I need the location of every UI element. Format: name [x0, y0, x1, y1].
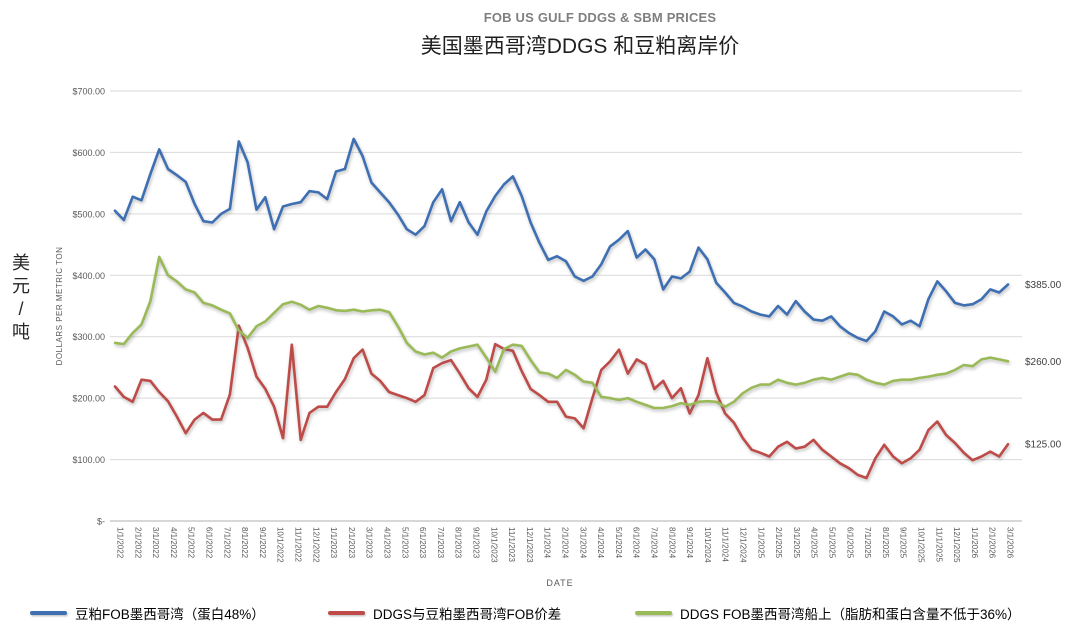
x-axis-tick-label: 6/1/2025 [845, 527, 854, 559]
x-axis-tick-label: 7/1/2024 [650, 527, 659, 559]
x-axis-tick-label: 3/1/2025 [792, 527, 801, 559]
x-axis-tick-label: 1/1/2025 [756, 527, 765, 559]
x-axis-tick-label: 4/1/2022 [169, 527, 178, 559]
x-axis-tick-label: 2/1/2024 [561, 527, 570, 559]
x-axis-tick-label: 11/1/2023 [507, 527, 516, 563]
x-axis-tick-label: 3/1/2026 [1006, 527, 1015, 559]
x-axis-tick-label: 11/1/2022 [294, 527, 303, 563]
y-axis-unit-cn: 美元 / 吨 [8, 252, 34, 344]
x-axis-tick-label: 5/1/2023 [400, 527, 409, 559]
x-axis-tick-label: 9/1/2025 [899, 527, 908, 559]
x-axis-tick-label: 8/1/2024 [667, 527, 676, 559]
y-axis-unit-char: 美 [12, 253, 30, 273]
x-axis-tick-label: 9/1/2023 [472, 527, 481, 559]
legend-label-spread: DDGS与豆粕墨西哥湾FOB价差 [373, 607, 562, 622]
x-axis-tick-label: 2/1/2026 [988, 527, 997, 559]
x-axis-tick-label: 5/1/2024 [614, 527, 623, 559]
end-value-label-spread: $125.00 [1025, 440, 1062, 451]
chart-title-en: FOB US GULF DDGS & SBM PRICES [483, 10, 717, 25]
x-axis-tick-label: 12/1/2025 [952, 527, 961, 563]
x-axis-tick-label: 8/1/2022 [240, 527, 249, 559]
x-axis-tick-label: 3/1/2024 [578, 527, 587, 559]
y-axis-tick-label: $- [97, 517, 105, 527]
legend-swatch-sbm-line [30, 610, 67, 616]
y-axis-unit-char: 吨 [12, 322, 30, 342]
x-axis-tick-label: 2/1/2023 [347, 527, 356, 559]
y-axis-tick-label: $700.00 [72, 87, 105, 97]
legend-item-spread: DDGS与豆粕墨西哥湾FOB价差 [328, 602, 561, 624]
x-axis-tick-label: 12/1/2023 [525, 527, 534, 563]
x-axis-tick-label: 1/1/2026 [970, 527, 979, 559]
x-axis-tick-label: 12/1/2022 [311, 527, 320, 563]
legend-swatch-spread-line [328, 610, 365, 616]
legend-item-ddgs: DDGS FOB墨西哥湾船上（脂肪和蛋白含量不低于36%） [635, 602, 1021, 624]
end-value-label-ddgs: $260.00 [1025, 357, 1062, 368]
y-axis-unit-char: / [18, 299, 24, 319]
chart-legend: 豆粕FOB墨西哥湾（蛋白48%） DDGS与豆粕墨西哥湾FOB价差 DDGS F… [0, 600, 1080, 626]
x-axis-tick-label: 11/1/2024 [721, 527, 730, 563]
x-axis-tick-label: 2/1/2022 [133, 527, 142, 559]
y-axis-title: DOLLARS PER METRIC TON [55, 247, 64, 366]
x-axis-tick-label: 4/1/2023 [383, 527, 392, 559]
x-axis-tick-label: 10/1/2024 [703, 527, 712, 563]
y-axis-tick-label: $500.00 [72, 209, 105, 219]
x-axis-tick-label: 10/1/2023 [489, 527, 498, 563]
y-axis-tick-label: $300.00 [72, 332, 105, 342]
series-line-ddgs [113, 255, 1010, 410]
x-axis-tick-label: 7/1/2022 [222, 527, 231, 559]
x-axis-tick-label: 8/1/2023 [454, 527, 463, 559]
y-axis-unit-char: 元 [12, 276, 30, 296]
x-axis-tick-label: 4/1/2025 [810, 527, 819, 559]
x-axis-tick-label: 6/1/2022 [205, 527, 214, 559]
y-axis-tick-label: $100.00 [72, 455, 105, 465]
x-axis-tick-label: 6/1/2024 [632, 527, 641, 559]
x-axis-tick-label: 9/1/2024 [685, 527, 694, 559]
x-axis-tick-label: 5/1/2025 [828, 527, 837, 559]
series-line-sbm [113, 137, 1010, 343]
x-axis-tick-label: 1/1/2024 [543, 527, 552, 559]
x-axis-tick-label: 3/1/2023 [365, 527, 374, 559]
x-axis-tick-label: 8/1/2025 [881, 527, 890, 559]
chart-title-zh: 美国墨西哥湾DDGS 和豆粕离岸价 [420, 35, 740, 58]
series-line-spread [113, 324, 1010, 480]
legend-swatch-ddgs-line [635, 610, 672, 616]
x-axis-tick-label: 12/1/2024 [739, 527, 748, 563]
y-axis-tick-label: $600.00 [72, 148, 105, 158]
x-axis-tick-label: 11/1/2025 [934, 527, 943, 563]
x-axis-tick-label: 7/1/2025 [863, 527, 872, 559]
end-value-label-sbm: $385.00 [1025, 280, 1062, 291]
x-axis-title: DATE [546, 578, 573, 588]
x-axis-tick-label: 1/1/2022 [116, 527, 125, 559]
x-axis-tick-label: 3/1/2022 [151, 527, 160, 559]
x-axis-tick-label: 9/1/2022 [258, 527, 267, 559]
legend-item-sbm: 豆粕FOB墨西哥湾（蛋白48%） [30, 602, 265, 624]
x-axis-tick-label: 7/1/2023 [436, 527, 445, 559]
x-axis-tick-label: 10/1/2022 [276, 527, 285, 563]
legend-label-ddgs: DDGS FOB墨西哥湾船上（脂肪和蛋白含量不低于36%） [680, 607, 1021, 622]
price-line-chart: $700.00 $600.00 $500.00 $400.00 $300.00 $200.… [55, 87, 1062, 589]
y-axis-tick-label: $400.00 [72, 271, 105, 281]
legend-label-sbm: 豆粕FOB墨西哥湾（蛋白48%） [75, 607, 265, 622]
x-axis-tick-label: 4/1/2024 [596, 527, 605, 559]
x-axis-tick-label: 10/1/2025 [917, 527, 926, 563]
x-axis-tick-label: 2/1/2025 [774, 527, 783, 559]
x-axis-tick-label: 5/1/2022 [187, 527, 196, 559]
x-axis-tick-label: 6/1/2023 [418, 527, 427, 559]
y-axis-tick-label: $200.00 [72, 394, 105, 404]
x-axis-tick-label: 1/1/2023 [329, 527, 338, 559]
